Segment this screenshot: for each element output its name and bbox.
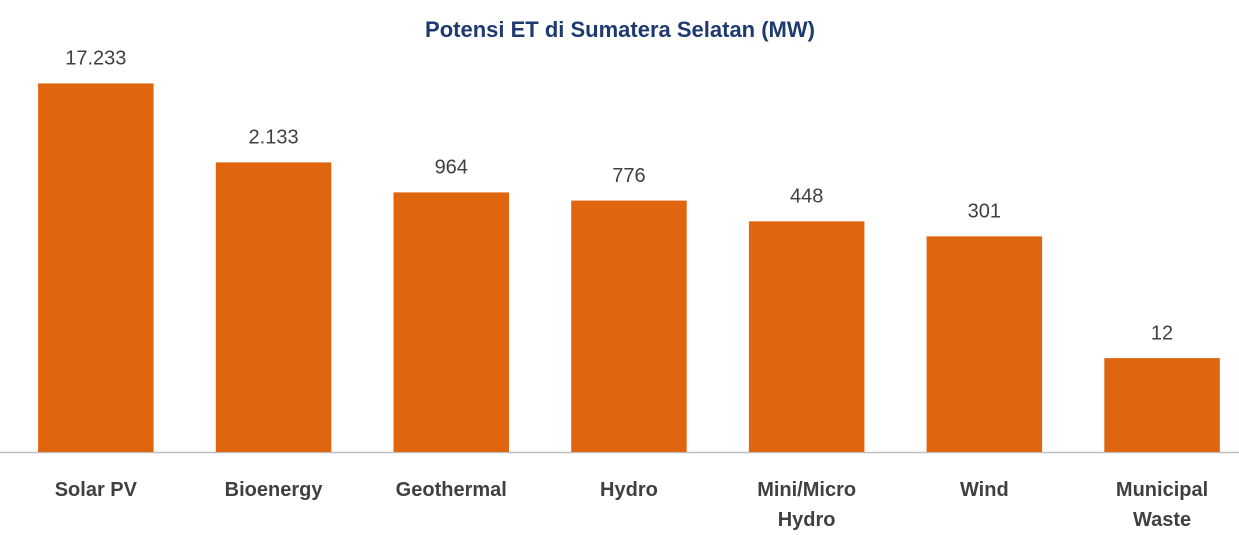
x-tick-label: Mini/Micro Hydro [757,479,857,531]
x-tick-label: Wind [959,479,1009,501]
bar [1104,358,1220,452]
value-label: 17.233 [65,48,126,70]
bar [38,83,154,453]
x-tick-label: Bioenergy [224,479,323,501]
x-tick-label: Municipal Waste [1115,479,1209,531]
value-label: 776 [612,165,645,187]
value-label: 12 [1151,322,1173,344]
value-label: 448 [790,186,823,208]
value-label: 301 [968,201,1001,223]
bar [393,192,510,452]
x-tick-label: Solar PV [54,479,137,501]
value-label: 2.133 [249,127,299,149]
bar [571,200,687,452]
bar [748,221,865,452]
bar [926,236,1043,452]
bar [215,162,332,452]
x-tick-label: Hydro [600,479,658,501]
chart-title: Potensi ET di Sumatera Selatan (MW) [425,17,815,42]
x-tick-label: Geothermal [395,479,507,501]
value-label: 964 [435,157,468,179]
